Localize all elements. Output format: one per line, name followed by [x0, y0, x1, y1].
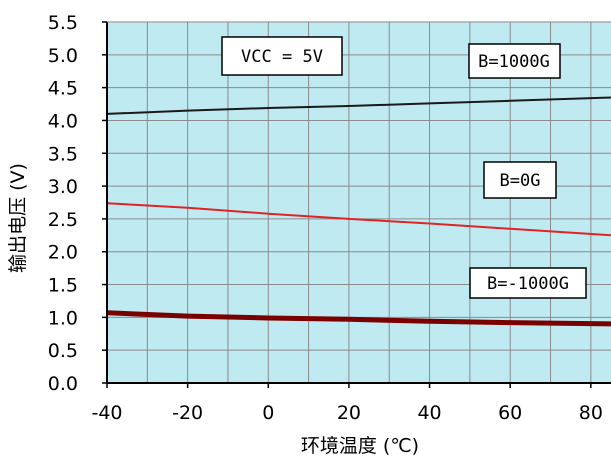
annotation-box	[221, 36, 343, 76]
annotation-box	[469, 267, 587, 299]
y-tick-label: 3.5	[48, 143, 78, 165]
series-line-1	[106, 202, 611, 237]
series-group	[106, 96, 611, 327]
annotation-box	[483, 161, 557, 199]
y-tick-label: 5.5	[48, 12, 78, 34]
y-tick-labels: 0.0 0.5 1.0 1.5 2.0 2.5 3.0 3.5 4.0 4.5 5.0 5.5	[48, 12, 107, 395]
x-tick-label: 60	[498, 402, 522, 424]
y-tick-label: 4.0	[48, 110, 78, 132]
series-line-2	[106, 310, 611, 327]
annotation-label: B=1000G	[478, 52, 550, 72]
annotation-label: VCC = 5V	[241, 47, 323, 67]
y-tick-label: 5.0	[48, 45, 78, 67]
x-tick-label: -20	[172, 402, 203, 424]
y-tick-label: 1.0	[48, 307, 78, 329]
x-tick-label: 20	[337, 402, 361, 424]
x-axis-label: 环境温度 (℃)	[301, 435, 419, 457]
y-tick-label: 0.0	[48, 373, 78, 395]
y-tick-label: 0.5	[48, 340, 78, 362]
y-axis-label: 输出电压 (V)	[7, 163, 29, 273]
x-tick-label: 40	[417, 402, 441, 424]
annotation-label: B=0G	[500, 171, 541, 191]
x-tick-label: 80	[579, 402, 603, 424]
y-tick-label: 2.5	[48, 209, 78, 231]
x-tick-label: -40	[91, 402, 122, 424]
annotations-group: VCC = 5V B=1000G B=0G B=-1000G	[221, 36, 587, 299]
y-tick-label: 1.5	[48, 275, 78, 297]
x-tick-label: 0	[262, 402, 274, 424]
y-tick-label: 4.5	[48, 78, 78, 100]
series-line-0	[106, 96, 611, 115]
annotation-box	[468, 43, 561, 79]
annotation-label: B=-1000G	[487, 274, 569, 294]
y-tick-label: 3.0	[48, 176, 78, 198]
axes-group	[106, 22, 611, 384]
x-tick-labels: -40 -20 0 20 40 60 80	[91, 383, 603, 424]
y-tick-label: 2.0	[48, 242, 78, 264]
